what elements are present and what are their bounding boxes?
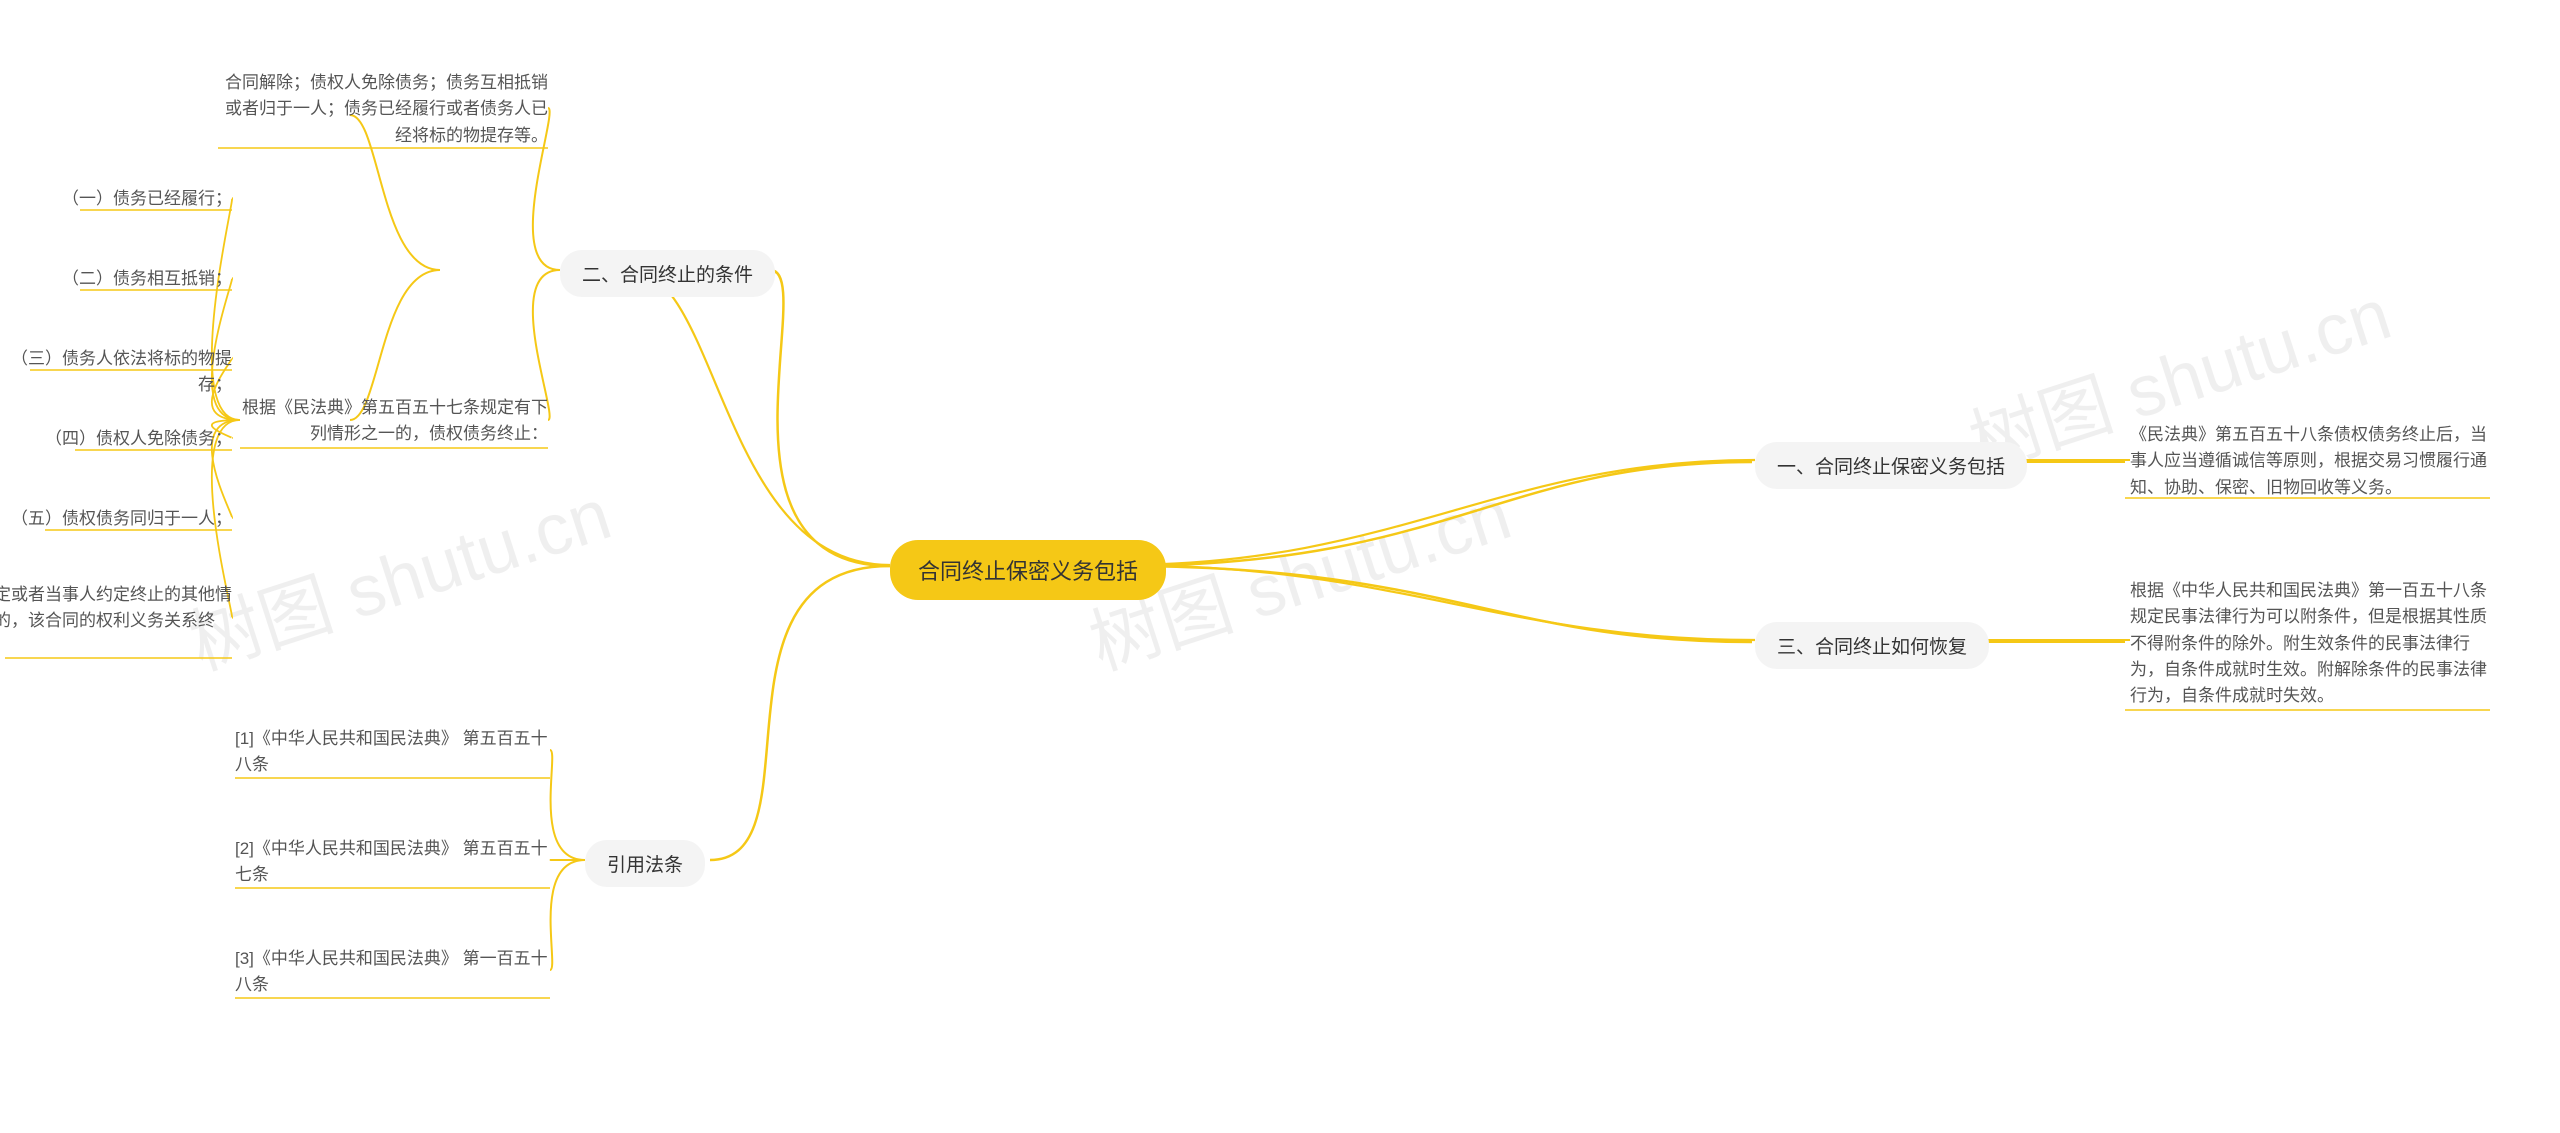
branch-right-2: 三、合同终止如何恢复	[1755, 622, 1989, 669]
leaf-left-1-item-5: （五）债权债务同归于一人；	[10, 506, 232, 532]
leaf-left-1-item-2: （二）债务相互抵销；	[30, 266, 232, 292]
leaf-left-1-item-1: （一）债务已经履行；	[30, 186, 232, 212]
leaf-left-1-sublabel: 根据《民法典》第五百五十七条规定有下列情形之一的，债权债务终止：	[240, 395, 548, 448]
leaf-left-1-item-4: （四）债权人免除债务；	[30, 426, 232, 452]
root-node: 合同终止保密义务包括	[890, 540, 1166, 600]
leaf-left-2-2: [2]《中华人民共和国民法典》 第五百五十七条	[235, 836, 550, 889]
leaf-left-1-item-3: （三）债务人依法将标的物提存；	[0, 346, 232, 399]
branch-left-2: 引用法条	[585, 840, 705, 887]
watermark: 树图 shutu.cn	[174, 455, 621, 690]
leaf-left-1-item-6-text: （六）法律规定或者当事人约定终止的其他情形。合同解除的，该合同的权利义务关系终止…	[0, 582, 232, 661]
branch-left-1: 二、合同终止的条件	[560, 250, 775, 297]
leaf-left-2-3: [3]《中华人民共和国民法典》 第一百五十八条	[235, 946, 550, 999]
leaf-left-1-direct: 合同解除；债权人免除债务；债务互相抵销或者归于一人；债务已经履行或者债务人已经将…	[218, 70, 548, 149]
leaf-right-2-1: 根据《中华人民共和国民法典》第一百五十八条规定民事法律行为可以附条件，但是根据其…	[2130, 578, 2490, 710]
leaf-right-1-1: 《民法典》第五百五十八条债权债务终止后，当事人应当遵循诚信等原则，根据交易习惯履…	[2130, 422, 2490, 501]
leaf-left-2-1: [1]《中华人民共和国民法典》 第五百五十八条	[235, 726, 550, 779]
leaf-left-1-item-6: （六）法律规定或者当事人约定终止的其他情形。合同解除的，该合同的权利义务关系终止…	[5, 582, 232, 661]
branch-right-1: 一、合同终止保密义务包括	[1755, 442, 2027, 489]
